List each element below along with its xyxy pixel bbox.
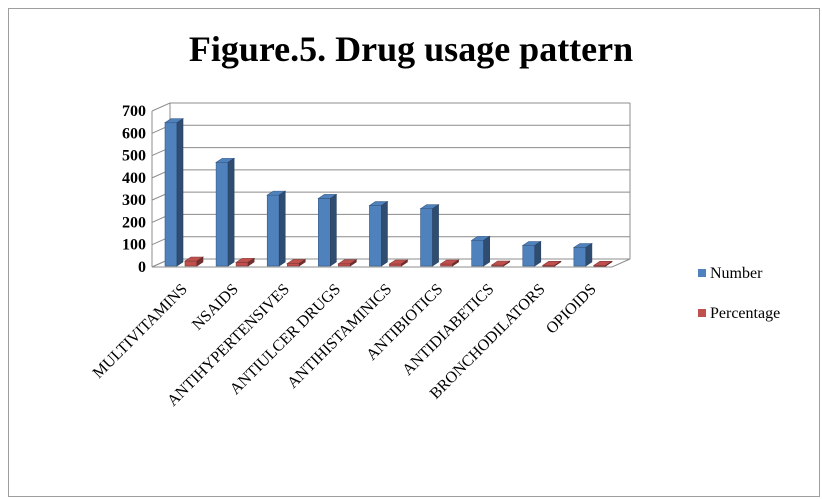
bar-number [215, 157, 236, 267]
legend: Number Percentage [698, 265, 780, 322]
bar-percentage [235, 257, 256, 267]
bar-number [470, 235, 491, 267]
legend-label: Percentage [710, 305, 780, 322]
chart-frame [8, 8, 820, 497]
legend-swatch [698, 309, 706, 317]
gridline [151, 147, 630, 157]
y-tick-label: 0 [138, 259, 146, 276]
category-labels: MULTIVITAMINSNSAIDSANTIHYPERTENSIVESANTI… [90, 281, 600, 410]
legend-item-number: Number [698, 265, 763, 282]
y-tick-label: 600 [122, 125, 146, 142]
x-tick-label: ANTIDIABETICS [399, 281, 497, 379]
bar-number [317, 193, 338, 267]
gridline [151, 102, 630, 112]
chart-title: Figure.5. Drug usage pattern [188, 29, 634, 69]
bar-percentage [439, 259, 460, 267]
y-tick-label: 100 [122, 237, 146, 254]
bar-percentage [490, 260, 511, 267]
bar-number [164, 118, 184, 267]
bar-number [266, 190, 287, 267]
y-tick-label: 500 [122, 148, 146, 165]
y-tick-labels: 0 100 200 300 400 500 600 700 [122, 103, 146, 276]
y-tick-label: 400 [122, 170, 146, 187]
bars [164, 118, 613, 267]
legend-label: Number [710, 265, 763, 282]
y-tick-label: 700 [122, 103, 146, 120]
y-tick-label: 300 [122, 192, 146, 209]
bar-percentage [184, 256, 204, 267]
x-tick-label: OPIOIDS [543, 281, 600, 338]
bar-percentage [388, 259, 409, 267]
bar-percentage [337, 259, 358, 267]
bar-number [368, 201, 389, 267]
gridline [151, 124, 630, 134]
bar-number [419, 204, 440, 267]
legend-swatch [698, 269, 706, 277]
bar-number [521, 240, 542, 267]
bar-percentage [592, 260, 613, 267]
legend-item-percentage: Percentage [698, 305, 780, 322]
bar-percentage [541, 260, 562, 267]
bar-number [572, 242, 593, 267]
x-tick-label: MULTIVITAMINS [90, 281, 191, 382]
x-tick-label: NSAIDS [189, 281, 242, 334]
bar-percentage [286, 258, 307, 267]
y-tick-label: 200 [122, 214, 146, 231]
